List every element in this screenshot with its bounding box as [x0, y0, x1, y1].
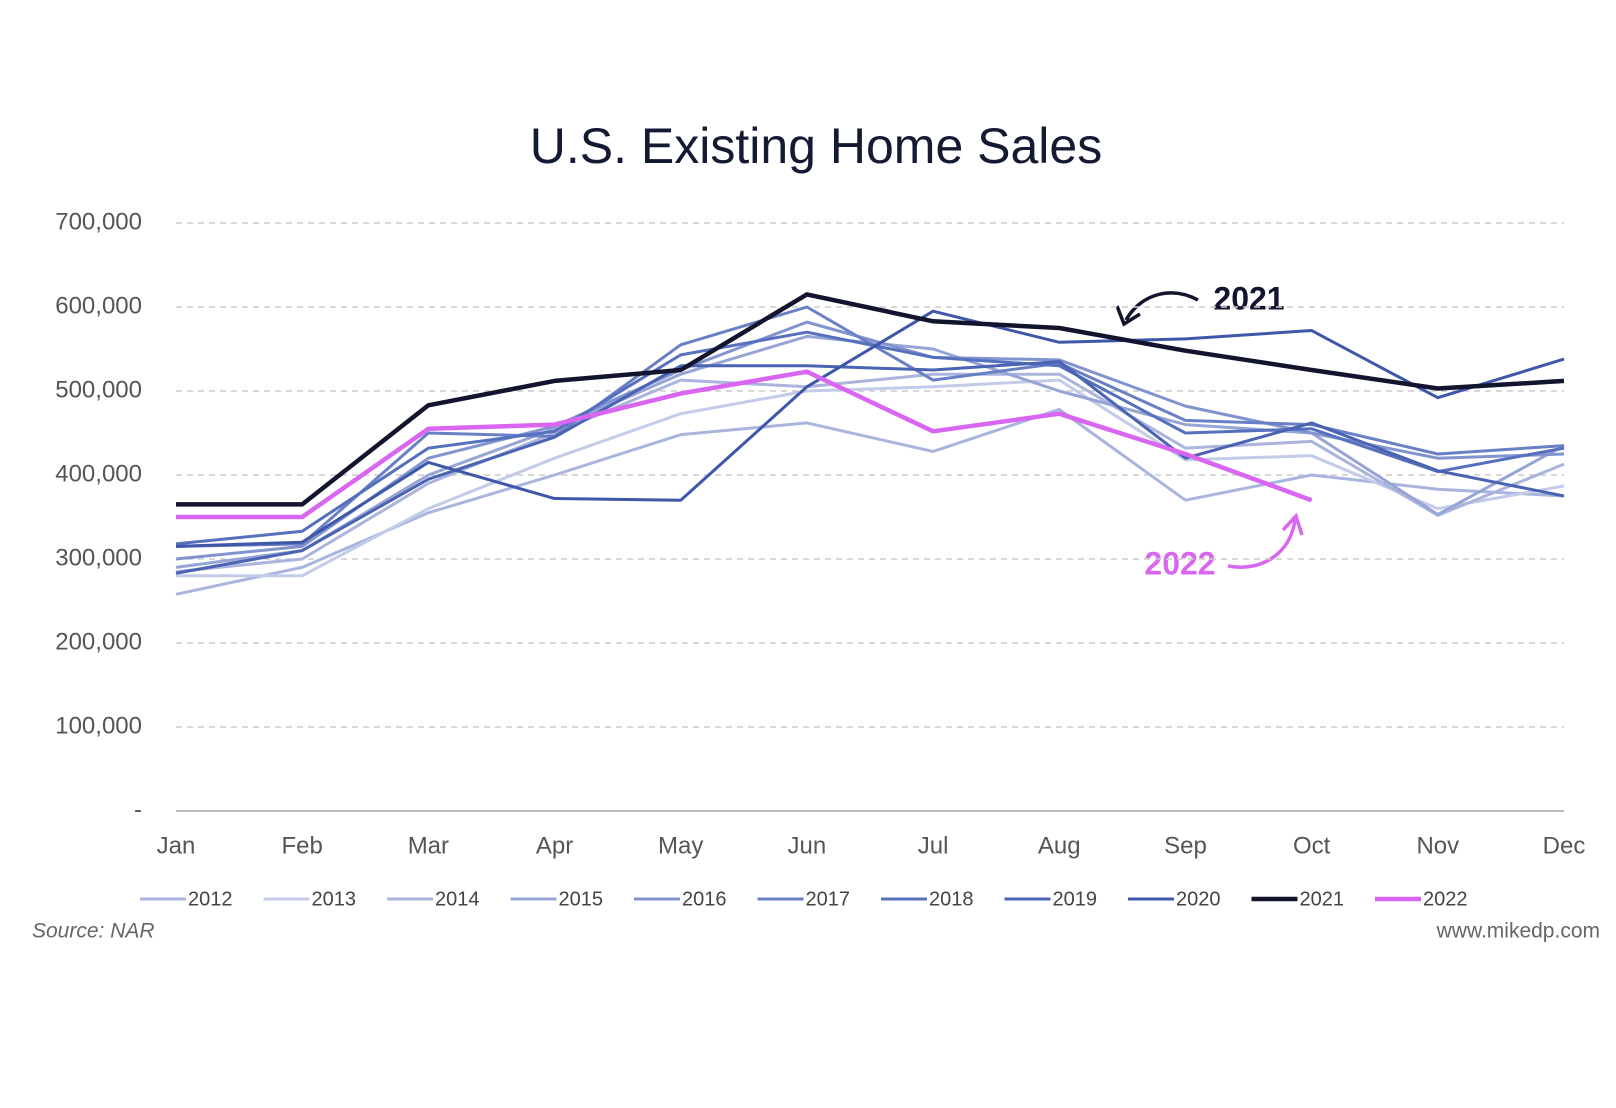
x-tick-label: Sep: [1164, 832, 1207, 859]
y-tick-label: -: [134, 796, 142, 823]
series-line: [175, 330, 1565, 546]
x-tick-label: Aug: [1038, 832, 1081, 859]
x-tick-label: Nov: [1416, 832, 1459, 859]
source: Source: NAR: [32, 920, 155, 943]
y-tick-label: 500,000: [55, 376, 142, 403]
y-tick-label: 300,000: [55, 544, 142, 571]
x-tick-label: Dec: [1543, 832, 1586, 859]
x-tick-label: Mar: [408, 832, 449, 859]
legend-label: 2015: [559, 888, 604, 910]
y-tick-label: 100,000: [55, 712, 142, 739]
y-tick-label: 700,000: [55, 208, 142, 235]
legend-label: 2017: [806, 888, 851, 910]
legend-label: 2014: [435, 888, 480, 910]
y-tick-label: 200,000: [55, 628, 142, 655]
credit: www.mikedp.com: [1436, 920, 1600, 943]
legend-label: 2022: [1423, 888, 1468, 910]
series-line: [175, 407, 1565, 596]
legend-label: 2020: [1176, 888, 1221, 910]
series-line: [175, 309, 1565, 548]
legend-label: 2012: [188, 888, 233, 910]
annotation-arrow: [1115, 305, 1141, 327]
x-tick-label: Jul: [918, 832, 949, 859]
series-line: [175, 372, 1565, 574]
x-tick-label: May: [658, 832, 703, 859]
annotation-arrow: [1281, 512, 1304, 536]
y-tick-label: 400,000: [55, 460, 142, 487]
chart-title: U.S. Existing Home Sales: [530, 118, 1102, 174]
series-line: [176, 292, 1565, 507]
annotation-arrow: [1124, 291, 1199, 321]
annotation: 2022: [1144, 545, 1215, 581]
legend-label: 2021: [1300, 888, 1345, 910]
x-tick-label: Jan: [157, 832, 196, 859]
series-line: [176, 378, 1565, 578]
legend-label: 2018: [929, 888, 974, 910]
series-line: [175, 360, 1565, 575]
annotation: 2021: [1213, 280, 1284, 316]
x-tick-label: Apr: [536, 832, 573, 859]
annotation-arrow: [1227, 519, 1297, 569]
y-tick-label: 600,000: [55, 292, 142, 319]
x-tick-label: Oct: [1293, 832, 1331, 859]
legend-label: 2019: [1053, 888, 1098, 910]
legend-label: 2013: [312, 888, 357, 910]
x-tick-label: Jun: [788, 832, 827, 859]
legend-label: 2016: [682, 888, 727, 910]
x-tick-label: Feb: [282, 832, 323, 859]
series-line: [176, 369, 1313, 520]
